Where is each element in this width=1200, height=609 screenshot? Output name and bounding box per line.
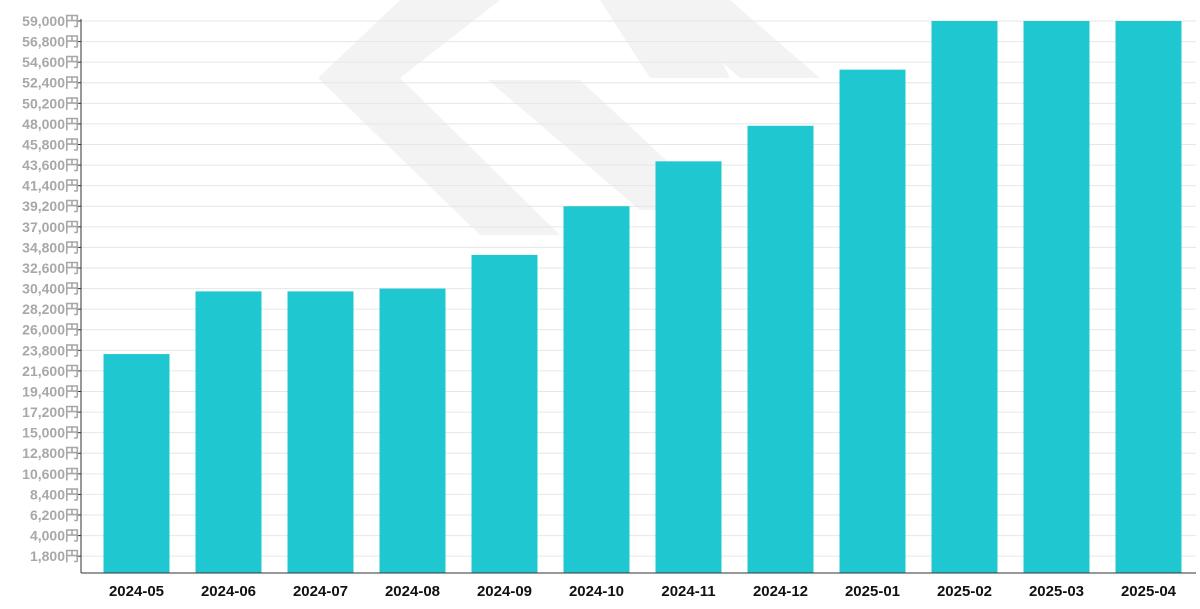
x-tick-label: 2025-02: [937, 583, 992, 600]
bar-2024-07: [287, 291, 354, 573]
watermark-shape: [318, 0, 560, 235]
y-tick-label: 10,600円: [22, 466, 79, 482]
y-tick-label: 19,400円: [22, 383, 79, 399]
x-tick-label: 2025-04: [1121, 583, 1177, 600]
y-tick-label: 52,400円: [22, 75, 79, 91]
y-tick-label: 54,600円: [22, 54, 79, 70]
bar-2024-10: [563, 206, 630, 574]
bar-2025-02: [931, 21, 998, 573]
y-tick-label: 50,200円: [22, 95, 79, 111]
y-tick-label: 32,600円: [22, 260, 79, 276]
watermark-logo: [318, 0, 820, 235]
y-axis: 1,800円 4,000円 6,200円 8,400円 10,600円 12,800円 15…: [22, 13, 82, 573]
y-tick-label: 45,800円: [22, 136, 79, 152]
y-tick-label: 6,200円: [30, 507, 79, 523]
y-tick-label: 41,400円: [22, 178, 79, 194]
y-tick-label: 21,600円: [22, 363, 79, 379]
y-tick-label: 4,000円: [30, 528, 79, 544]
y-tick-label: 37,000円: [22, 219, 79, 235]
x-tick-label: 2024-07: [293, 583, 348, 600]
x-tick-label: 2024-10: [569, 583, 624, 600]
bar-2024-05: [103, 354, 170, 573]
y-tick-label: 39,200円: [22, 198, 79, 214]
bar-2024-08: [379, 288, 446, 573]
y-tick-label: 23,800円: [22, 342, 79, 358]
y-tick-label: 12,800円: [22, 445, 79, 461]
bar-2025-04: [1115, 21, 1182, 573]
x-tick-label: 2024-11: [661, 583, 715, 600]
gridlines: [81, 20, 1196, 557]
y-tick-label: 8,400円: [30, 486, 79, 502]
y-tick-label: 1,800円: [30, 548, 79, 564]
bar-2024-12: [747, 125, 814, 573]
x-tick-label: 2025-03: [1029, 583, 1084, 600]
x-tick-label: 2024-06: [201, 583, 256, 600]
y-tick-label: 56,800円: [22, 34, 79, 50]
x-tick-label: 2025-01: [845, 583, 900, 600]
bar-2024-11: [655, 161, 722, 573]
x-tick-label: 2024-08: [385, 583, 440, 600]
y-tick-label: 30,400円: [22, 281, 79, 297]
y-tick-label: 48,000円: [22, 116, 79, 132]
x-axis: 2024-05 2024-06 2024-07 2024-08 2024-09 2024-…: [81, 572, 1196, 600]
bar-2025-01: [839, 69, 906, 573]
x-tick-label: 2024-12: [753, 583, 808, 600]
y-tick-label: 59,000円: [22, 13, 79, 29]
bar-2025-03: [1023, 21, 1090, 573]
y-tick-label: 17,200円: [22, 404, 79, 420]
y-tick-label: 43,600円: [22, 157, 79, 173]
bars: [103, 21, 1182, 574]
bar-2024-09: [471, 254, 538, 573]
bar-2024-06: [195, 291, 262, 573]
y-tick-label: 34,800円: [22, 239, 79, 255]
y-tick-label: 28,200円: [22, 301, 79, 317]
x-tick-label: 2024-09: [477, 583, 532, 600]
watermark-shape: [650, 0, 820, 78]
x-tick-label: 2024-05: [109, 583, 164, 600]
y-tick-label: 15,000円: [22, 425, 79, 441]
y-tick-label: 26,000円: [22, 322, 79, 338]
